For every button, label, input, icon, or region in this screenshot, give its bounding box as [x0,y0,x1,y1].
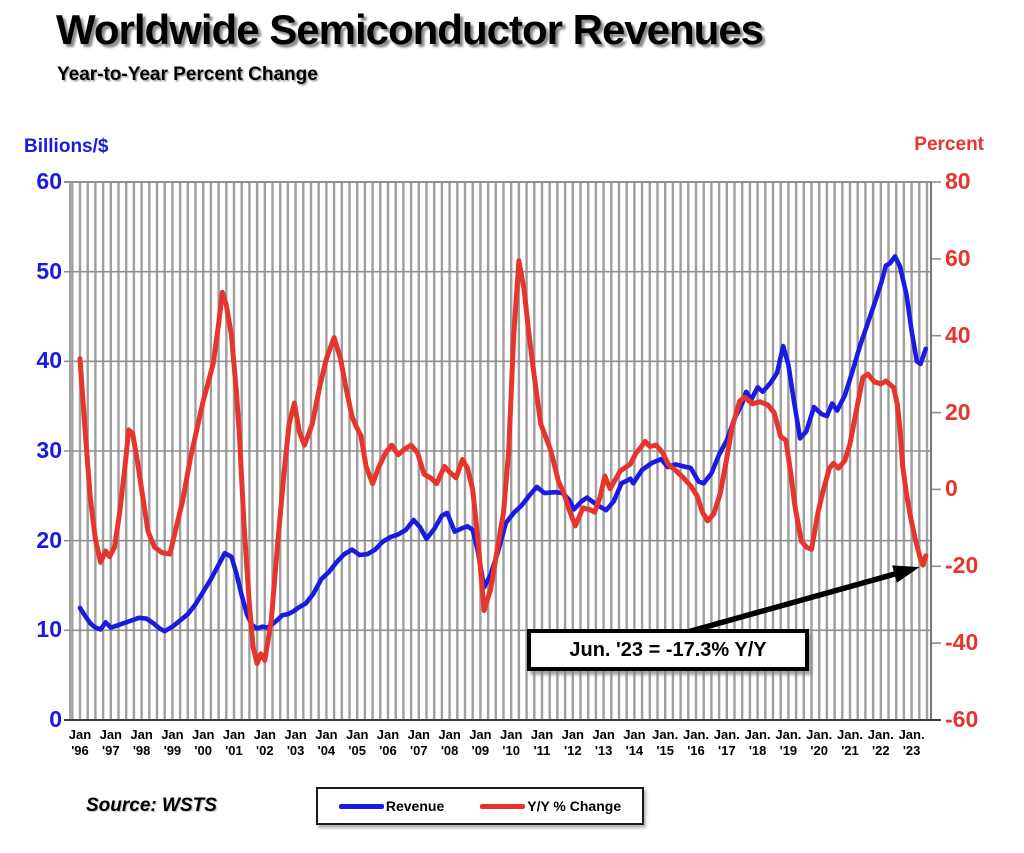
left-axis-tick-label: 40 [36,347,62,374]
left-axis-tick-label: 0 [49,706,62,732]
right-axis-tick-label: -60 [945,706,979,732]
annotation-callout: Jun. '23 = -17.3% Y/Y [527,629,809,671]
x-axis-tick-label: Jan. '23 [898,727,925,758]
x-axis-tick-label: Jan. '18 [744,727,771,758]
x-axis-tick-label: Jan '14 [623,727,646,758]
annotation-text: Jun. '23 = -17.3% Y/Y [569,638,767,661]
legend-item-yoy: Y/Y % Change [480,798,621,814]
right-axis-tick-label: 60 [945,244,971,271]
right-axis-tick-label: -20 [945,552,979,579]
left-axis-title: Billions/$ [24,136,109,157]
left-axis-tick-label: 30 [36,437,62,463]
source-note: Source: WSTS [86,795,217,816]
x-axis-tick-label: Jan '03 [284,727,307,758]
right-axis-tick-label: 0 [945,475,958,502]
x-axis-tick-label: Jan. '17 [713,727,740,758]
chart-subtitle: Year-to-Year Percent Change [57,64,318,85]
x-axis-tick-label: Jan '06 [376,727,400,758]
legend-label-revenue: Revenue [385,798,445,814]
left-axis-tick-label: 60 [36,168,62,194]
x-axis-tick-label: Jan '10 [499,727,523,758]
x-axis-tick-label: Jan '13 [592,727,615,758]
x-axis-tick-label: Jan. '21 [836,727,863,758]
legend: Revenue Y/Y % Change [316,787,644,825]
right-axis-tick-label: 20 [945,398,971,425]
x-axis-tick-label: Jan '99 [161,727,184,758]
x-axis-tick-label: Jan '02 [253,727,276,758]
legend-label-yoy: Y/Y % Change [527,798,622,814]
x-axis-tick-label: Jan '00 [191,727,215,758]
right-axis-title: Percent [914,134,984,155]
x-axis-tick-label: Jan '09 [469,727,492,758]
x-axis-tick-label: Jan. '19 [775,727,802,758]
x-axis-tick-label: Jan '97 [99,727,122,758]
left-axis-tick-label: 20 [36,526,62,553]
x-axis-tick-label: Jan. '20 [806,727,833,758]
x-axis-tick-label: Jan '04 [315,727,338,758]
x-axis-tick-label: Jan. '16 [682,727,709,758]
left-axis-tick-label: 10 [36,616,62,643]
right-axis-tick-label: -40 [945,629,979,656]
x-axis-tick-label: Jan '96 [68,727,92,758]
revenue-line-swatch [338,803,384,809]
right-axis-tick-label: 80 [945,168,971,194]
x-axis-tick-label: Jan. '22 [867,727,894,758]
x-axis-tick-label: Jan '11 [530,727,554,758]
x-axis-tick-label: Jan '05 [345,727,369,758]
x-axis-tick-label: Jan '98 [130,727,153,758]
legend-item-revenue: Revenue [338,798,445,814]
x-axis-tick-label: Jan '07 [407,727,430,758]
x-axis-tick-label: Jan '01 [222,727,246,758]
x-axis-tick-label: Jan '12 [561,727,584,758]
x-axis-tick-label: Jan '08 [438,727,461,758]
yoy-line-swatch [480,803,526,809]
chart-title: Worldwide Semiconductor Revenues [56,6,764,53]
x-axis-tick-label: Jan. '15 [652,727,679,758]
left-axis-tick-label: 50 [36,257,62,284]
right-axis-tick-label: 40 [945,321,971,348]
